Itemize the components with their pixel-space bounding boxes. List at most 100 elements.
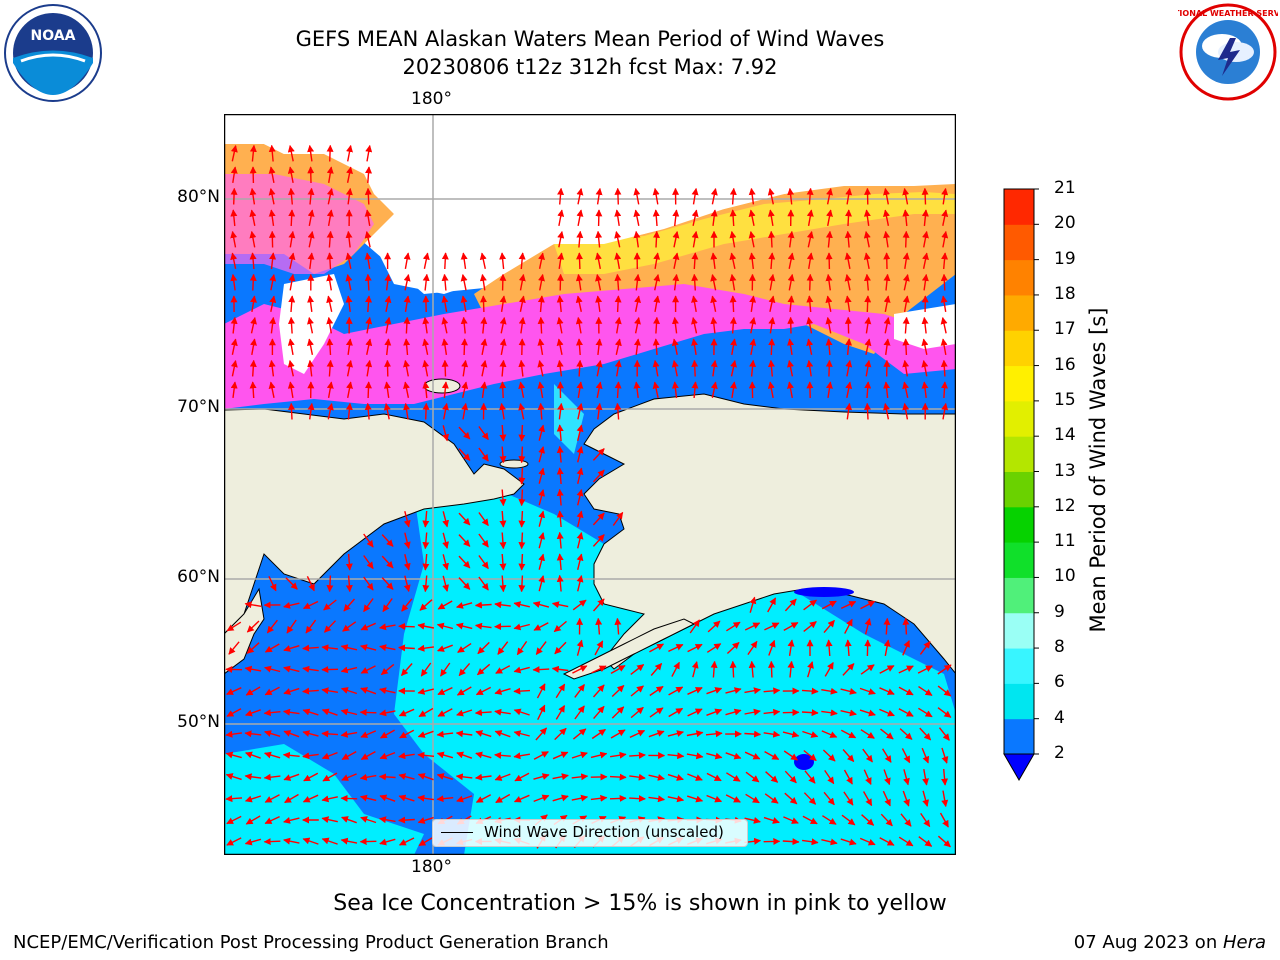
wind-wave-arrow <box>844 618 853 634</box>
wind-wave-arrow <box>576 575 584 592</box>
wind-wave-arrow <box>288 273 296 291</box>
wind-wave-arrow <box>340 794 358 802</box>
wind-wave-arrow <box>767 188 775 205</box>
wind-wave-arrow <box>226 837 242 846</box>
wind-wave-arrow <box>841 814 856 826</box>
wind-wave-arrow <box>941 790 949 808</box>
wind-wave-arrow <box>249 144 257 162</box>
colorbar-tick-label: 8 <box>1054 637 1065 658</box>
wind-wave-arrow <box>417 794 434 802</box>
colorbar-segment <box>1004 294 1034 331</box>
wind-wave-arrow <box>763 730 781 738</box>
wind-wave-arrow <box>552 773 569 781</box>
wind-wave-arrow <box>346 381 353 399</box>
wind-wave-arrow <box>941 187 949 205</box>
wind-wave-arrow <box>360 730 377 738</box>
wind-wave-arrow <box>437 600 453 610</box>
wind-wave-arrow <box>518 467 526 485</box>
wind-wave-arrow <box>417 688 434 695</box>
lon-label-bottom: 180° <box>411 857 452 877</box>
wind-wave-arrow <box>516 640 528 656</box>
wind-wave-arrow <box>668 686 684 696</box>
wind-wave-arrow <box>305 619 317 634</box>
wind-wave-arrow <box>614 338 622 355</box>
wind-wave-arrow <box>480 316 488 334</box>
wind-wave-arrow <box>576 209 584 227</box>
wind-wave-arrow <box>417 622 435 630</box>
wind-wave-arrow <box>880 813 893 827</box>
wind-wave-arrow <box>455 773 473 781</box>
wind-wave-arrow <box>595 617 603 635</box>
no-data-patch-east <box>894 304 955 349</box>
wind-wave-arrow <box>574 705 585 720</box>
wind-wave-arrow <box>456 686 472 696</box>
wind-wave-arrow <box>250 317 257 334</box>
wind-wave-arrow <box>244 601 262 609</box>
wind-wave-arrow <box>763 708 781 716</box>
wind-wave-arrow <box>474 601 492 609</box>
wind-wave-arrow <box>556 295 564 313</box>
wind-wave-arrow <box>283 601 300 609</box>
wind-wave-arrow <box>614 252 622 270</box>
wind-wave-arrow <box>844 274 852 291</box>
wind-wave-arrow <box>648 773 665 781</box>
wind-wave-arrow <box>513 666 530 674</box>
wind-wave-arrow <box>532 601 550 608</box>
wind-wave-arrow <box>614 381 622 399</box>
wind-wave-arrow <box>844 252 852 270</box>
wind-wave-arrow <box>748 660 756 678</box>
wind-wave-arrow <box>302 687 319 695</box>
wind-wave-arrow <box>306 576 315 592</box>
wind-wave-arrow <box>225 773 242 781</box>
colorbar-tick-label: 13 <box>1054 460 1076 481</box>
wind-wave-arrow <box>287 187 295 205</box>
wind-wave-arrow <box>806 295 814 313</box>
wind-wave-arrow <box>821 730 838 738</box>
wind-wave-arrow <box>556 531 564 549</box>
wind-wave-arrow <box>902 230 910 248</box>
wind-wave-arrow <box>672 209 680 226</box>
wind-wave-arrow <box>840 729 857 739</box>
wind-wave-arrow <box>671 316 679 334</box>
wind-wave-arrow <box>768 639 776 656</box>
wind-wave-arrow <box>595 252 602 270</box>
wind-wave-arrow <box>801 709 819 717</box>
wind-wave-arrow <box>244 665 262 673</box>
wind-wave-arrow <box>441 381 449 399</box>
wind-wave-arrow <box>783 750 798 761</box>
colorbar-tick-label: 17 <box>1054 319 1076 340</box>
wind-wave-arrow <box>823 619 835 634</box>
wind-wave-arrow <box>807 661 814 678</box>
wind-wave-arrow <box>282 751 300 759</box>
colorbar-segment <box>1004 224 1034 261</box>
wind-wave-arrow <box>533 773 550 780</box>
colorbar-segment <box>1004 648 1034 684</box>
wind-wave-arrow <box>302 730 319 737</box>
wind-wave-arrow <box>379 751 396 760</box>
wind-wave-arrow <box>417 730 434 738</box>
footer-date: 07 Aug 2023 on Hera <box>1074 932 1266 953</box>
lat-label-60: 60°N <box>177 567 220 587</box>
wind-wave-arrow <box>497 641 509 655</box>
wind-wave-arrow <box>536 683 546 699</box>
wind-wave-arrow <box>571 751 588 759</box>
wind-wave-arrow <box>901 748 911 764</box>
wind-wave-arrow <box>902 274 910 291</box>
wind-wave-arrow <box>398 794 415 802</box>
wind-wave-arrow <box>226 687 242 695</box>
colorbar-tick-label: 2 <box>1054 743 1065 763</box>
wind-wave-arrow <box>633 273 641 291</box>
wind-wave-arrow <box>821 838 838 846</box>
wind-wave-arrow <box>691 273 699 291</box>
wind-wave-arrow <box>575 316 583 334</box>
wind-wave-arrow <box>595 360 603 377</box>
wind-wave-arrow <box>843 791 854 806</box>
wind-wave-arrow <box>782 731 800 738</box>
wind-wave-arrow <box>518 316 526 334</box>
wind-wave-arrow <box>283 645 300 652</box>
wind-wave-arrow <box>283 773 300 781</box>
wind-wave-arrow <box>478 555 489 570</box>
wind-wave-arrow <box>840 709 857 717</box>
wind-wave-arrow <box>648 730 665 738</box>
colorbar-segment <box>1004 259 1034 296</box>
